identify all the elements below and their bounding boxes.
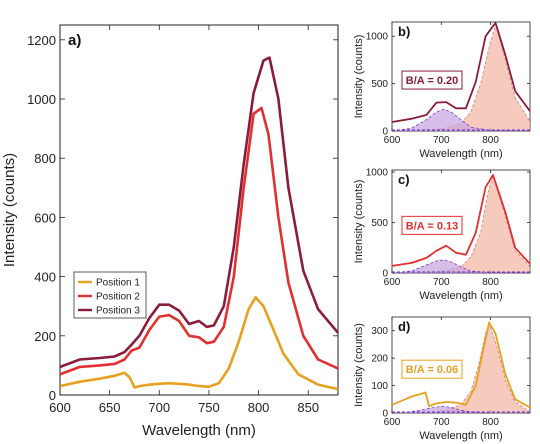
x-tick-label: 800: [482, 135, 499, 146]
panel-b: 600 700 800 0 500 1000 Wavelength (nm) Intensit…: [353, 21, 531, 160]
y-tick-label: 300: [371, 326, 388, 337]
legend-label: Position 1: [96, 278, 140, 289]
ratio-box: [401, 70, 463, 90]
y-tick-label: 0: [382, 127, 388, 138]
measured-spectrum: [392, 174, 530, 267]
ratio-label: B/A = 0.20: [406, 75, 458, 87]
plot-area: [392, 22, 530, 131]
x-tick-label: 700: [433, 277, 450, 288]
y-tick-label: 500: [371, 218, 388, 229]
legend-label: Position 3: [96, 306, 140, 317]
panel-label: d): [398, 319, 410, 334]
x-axis-title: Wavelength (nm): [142, 422, 256, 439]
y-axis-title: Intensity (counts): [1, 153, 18, 267]
x-tick-label: 800: [482, 277, 499, 288]
plot-frame: [59, 24, 339, 396]
y-tick-label: 200: [371, 354, 388, 365]
ratio-label: B/A = 0.13: [406, 220, 458, 232]
y-tick-label: 0: [382, 409, 388, 420]
x-tick-label: 600: [384, 417, 401, 428]
ratio-annotation: B/A = 0.13: [401, 215, 463, 235]
y-tick-label: 400: [34, 270, 56, 285]
legend-label: Position 2: [96, 292, 140, 303]
x-tick-label: 600: [384, 135, 401, 146]
x-tick-label: 700: [433, 135, 450, 146]
panel-label: a): [68, 32, 81, 49]
fit-peak-b-area: [392, 108, 530, 131]
y-axis-title: Intensity (counts): [353, 323, 365, 407]
y-tick-label: 200: [34, 329, 56, 344]
y-tick-label: 100: [371, 381, 388, 392]
y-tick-label: 1200: [27, 33, 56, 48]
y-tick-label: 1000: [366, 168, 389, 179]
y-tick-label: 0: [382, 269, 388, 280]
panel-label: c): [398, 172, 410, 187]
y-axis-title: Intensity (counts): [353, 35, 365, 119]
y-tick-label: 1000: [366, 32, 389, 43]
x-tick-label: 600: [49, 400, 71, 415]
series-line-1: [60, 295, 338, 391]
y-tick-label: 800: [34, 151, 56, 166]
ratio-box: [401, 215, 463, 235]
y-tick-label: 0: [49, 388, 56, 403]
fit-peak-b-area: [392, 405, 530, 413]
series-line-3: [60, 56, 338, 369]
series-line-2: [60, 106, 338, 376]
ratio-annotation: B/A = 0.20: [401, 70, 463, 90]
ratio-label: B/A = 0.06: [406, 364, 458, 376]
y-axis-title: Intensity (counts): [353, 180, 365, 264]
y-tick-label: 500: [371, 79, 388, 90]
x-tick-label: 800: [248, 400, 270, 415]
plot-area: [60, 56, 338, 391]
ratio-box: [401, 359, 463, 379]
x-tick-label: 700: [148, 400, 170, 415]
measured-spectrum: [392, 321, 530, 409]
plot-area: [392, 321, 530, 413]
x-tick-label: 700: [433, 417, 450, 428]
panel-d: 600 700 800 0 100 200 300 Wavelength (nm) Intens…: [353, 316, 531, 442]
panel-a: 600 650 700 750 800 850 0 200 400 600 800 1000 1200 W…: [1, 24, 339, 439]
x-tick-label: 600: [384, 277, 401, 288]
x-tick-label: 650: [99, 400, 121, 415]
x-axis-title: Wavelength (nm): [419, 290, 502, 302]
panel-c: 600 700 800 0 500 1000 Wavelength (nm) Intensit…: [353, 168, 531, 302]
y-tick-label: 600: [34, 210, 56, 225]
plot-area: [392, 174, 530, 273]
panel-label: b): [398, 24, 410, 39]
x-axis-title: Wavelength (nm): [419, 148, 502, 160]
ratio-annotation: B/A = 0.06: [401, 359, 463, 379]
x-axis-title: Wavelength (nm): [419, 430, 502, 442]
fit-peak-b-area: [392, 259, 530, 273]
x-tick-label: 750: [198, 400, 220, 415]
legend: Position 1 Position 2 Position 3: [73, 271, 147, 319]
x-tick-label: 800: [482, 417, 499, 428]
measured-spectrum: [392, 22, 530, 123]
x-tick-label: 850: [297, 400, 319, 415]
y-tick-label: 1000: [27, 92, 56, 107]
